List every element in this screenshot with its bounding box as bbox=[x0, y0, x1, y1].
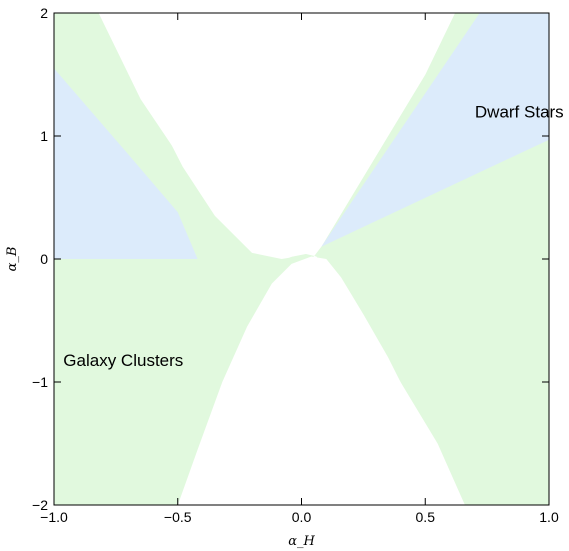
annotation-label: Galaxy Clusters bbox=[63, 351, 183, 370]
x-axis-label: α_H bbox=[288, 534, 315, 549]
dwarf-stars-region-left bbox=[54, 68, 198, 260]
y-tick-label: 0 bbox=[40, 251, 48, 267]
x-tick-label: 0.0 bbox=[292, 509, 312, 525]
annotations-layer: Dwarf Stars Galaxy Clusters bbox=[63, 102, 563, 369]
dwarf-stars-region-right bbox=[321, 13, 549, 247]
x-tick-label: 0.5 bbox=[416, 509, 436, 525]
white-gap-upper-left bbox=[98, 13, 455, 258]
white-gap-lower bbox=[177, 256, 465, 505]
y-tick-label: 2 bbox=[40, 5, 48, 21]
ticks-layer: −1.0 −0.5 0.0 0.5 1.0 −2 −1 0 1 2 bbox=[32, 5, 559, 525]
x-tick-label: 1.0 bbox=[539, 509, 559, 525]
y-axis-label: α_B bbox=[5, 247, 20, 272]
x-tick-label: −0.5 bbox=[164, 509, 192, 525]
regions-layer bbox=[54, 13, 549, 505]
annotation-label: Dwarf Stars bbox=[475, 102, 564, 121]
y-tick-label: −1 bbox=[32, 374, 48, 390]
y-tick-label: −2 bbox=[32, 497, 48, 513]
y-tick-label: 1 bbox=[40, 128, 48, 144]
x-tick-label: −1.0 bbox=[40, 509, 68, 525]
